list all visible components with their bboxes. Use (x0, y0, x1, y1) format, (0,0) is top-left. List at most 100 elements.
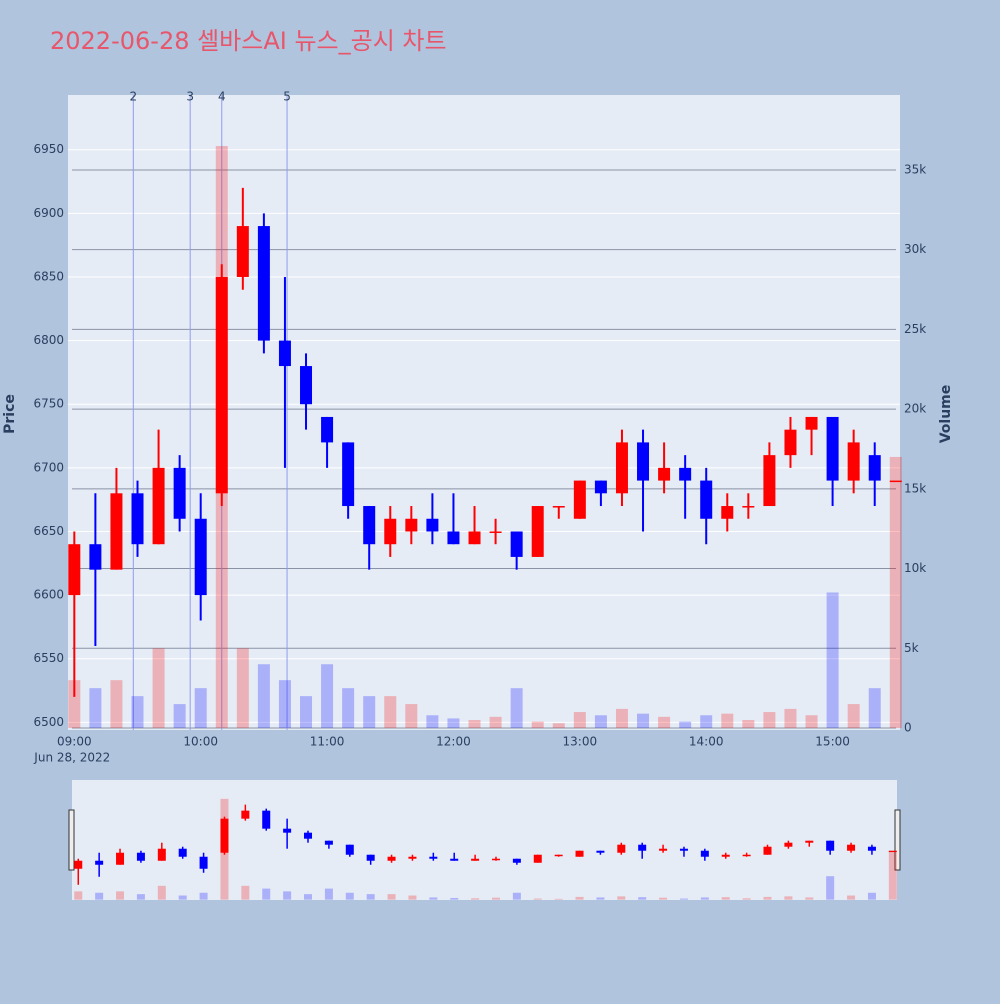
candle-body (173, 467, 186, 519)
slider-candle-body (116, 852, 125, 865)
slider-candle-body (178, 848, 187, 857)
event-label: 4 (218, 90, 226, 104)
y2-axis-title: Volume (938, 385, 954, 444)
slider-candle-body (74, 860, 83, 869)
volume-bar (763, 712, 776, 729)
y-tick-label: 6900 (33, 206, 64, 220)
volume-bar (110, 680, 123, 729)
volume-bar (405, 704, 418, 729)
candle-body (510, 531, 523, 557)
slider-volume-bar (178, 895, 187, 900)
slider-candle-body (742, 854, 751, 857)
slider-volume-bar (95, 892, 104, 900)
candle-body (384, 518, 397, 545)
y2-tick-label: 20k (904, 402, 926, 416)
y2-tick-label: 0 (904, 721, 912, 735)
slider-candle-body (659, 848, 668, 851)
volume-bar (173, 704, 186, 729)
volume-bar (68, 680, 81, 729)
slider-volume-bar (429, 897, 438, 900)
candle-body (342, 442, 355, 507)
slider-candle-body (867, 846, 876, 851)
y2-tick-label: 30k (904, 242, 926, 256)
volume-bar (321, 664, 334, 729)
slider-volume-bar (262, 888, 271, 900)
volume-bar (152, 648, 165, 729)
x-tick-label: 15:00 (815, 735, 850, 749)
candle-body (278, 340, 291, 367)
y2-tick-label: 35k (904, 162, 926, 176)
candle-body (300, 366, 313, 405)
candle-body (552, 506, 565, 508)
slider-candle-body (366, 854, 375, 861)
volume-bar (447, 718, 460, 729)
volume-bar (594, 715, 607, 729)
chart-title: 2022-06-28 셀바스AI 뉴스_공시 차트 (50, 27, 447, 55)
slider-candle-body (387, 856, 396, 861)
slider-volume-bar (450, 897, 459, 900)
candle-body (426, 518, 439, 532)
slider-candle-body (491, 858, 500, 861)
volume-bar (489, 716, 502, 729)
slider-candle-body (345, 844, 354, 855)
volume-bar (658, 716, 671, 729)
volume-bar (552, 723, 565, 729)
slider-volume-bar (679, 898, 688, 900)
y-tick-label: 6550 (33, 651, 64, 665)
candle-body (573, 480, 586, 519)
slider-handle[interactable] (68, 809, 75, 871)
y-tick-label: 6800 (33, 333, 64, 347)
candle-body (447, 531, 460, 545)
candle-body (236, 226, 249, 277)
slider-candle-body (888, 850, 897, 853)
candle-body (805, 416, 818, 430)
slider-candle-body (847, 844, 856, 851)
slider-candle-body (429, 856, 438, 859)
candle-body (194, 518, 207, 596)
slider-candle-body (700, 850, 709, 857)
y-tick-label: 6500 (33, 715, 64, 729)
slider-volume-bar (512, 892, 521, 900)
slider-candle-body (95, 860, 104, 865)
candle-body (89, 544, 102, 570)
slider-candle-body (784, 842, 793, 847)
candle-body (637, 442, 650, 481)
y-tick-label: 6700 (33, 460, 64, 474)
candle-body (889, 480, 902, 483)
y-axis-title: Price (2, 394, 18, 434)
slider-volume-bar (596, 897, 605, 900)
volume-bar (363, 696, 376, 729)
event-label: 3 (186, 90, 194, 104)
slider-volume-bar (742, 898, 751, 900)
slider-candle-body (554, 854, 563, 857)
slider-volume-bar (784, 896, 793, 900)
volume-bar (236, 648, 249, 729)
slider-volume-bar (116, 891, 125, 900)
volume-bar (194, 688, 207, 729)
candle-body (321, 416, 334, 443)
slider-candle-body (136, 852, 145, 861)
candle-body (468, 531, 481, 545)
slider-handle[interactable] (894, 809, 901, 871)
slider-candle-body (575, 850, 584, 857)
volume-bar (573, 712, 586, 729)
slider-volume-bar (387, 894, 396, 900)
slider-volume-bar (826, 876, 835, 900)
slider-candle-body (512, 858, 521, 863)
slider-volume-bar (763, 896, 772, 900)
slider-candle-body (262, 810, 271, 829)
volume-bar (89, 688, 102, 729)
y2-tick-label: 15k (904, 481, 926, 495)
candle-body (784, 429, 797, 456)
volume-bar (700, 715, 713, 729)
slider-candle-body (617, 844, 626, 853)
slider-volume-bar (408, 895, 417, 900)
candle-body (658, 467, 671, 481)
slider-candle-body (533, 854, 542, 863)
volume-bar (384, 696, 397, 729)
slider-candle-body (721, 854, 730, 857)
x-tick-label: 09:00 (57, 735, 92, 749)
candle-body (363, 506, 376, 545)
range-slider[interactable] (72, 780, 897, 900)
y2-tick-label: 10k (904, 561, 926, 575)
